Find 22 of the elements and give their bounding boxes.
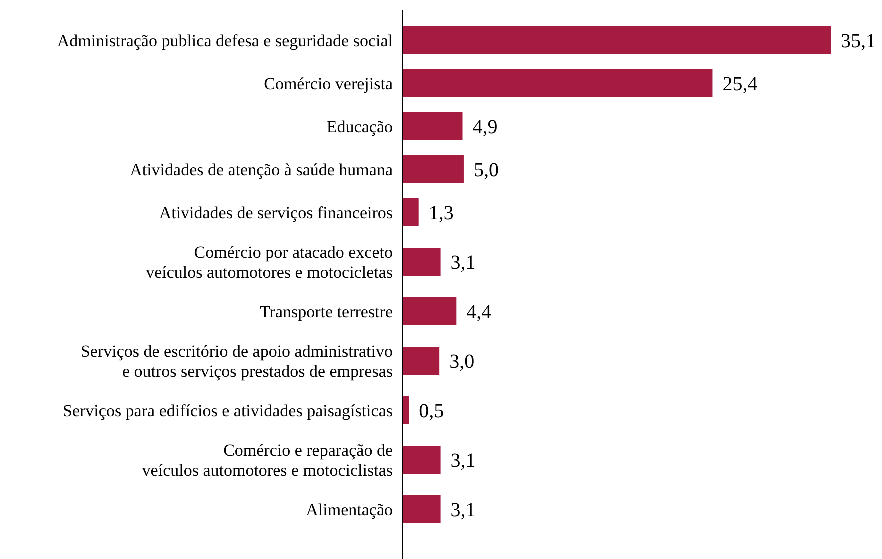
y-tick-label: Atividades de atenção à saúde humana bbox=[130, 160, 394, 180]
y-tick-label: Transporte terrestre bbox=[260, 302, 393, 322]
data-label: 3,1 bbox=[450, 500, 476, 522]
data-label: 3,1 bbox=[450, 450, 476, 472]
data-label: 3,1 bbox=[450, 252, 476, 274]
y-tick-label: Comércio verejista bbox=[264, 74, 394, 94]
y-tick-label: Serviços de escritório de apoio administrativo e outros serviços prestados de empresas bbox=[80, 342, 393, 381]
data-label: 3,0 bbox=[450, 351, 475, 373]
data-label: 0,5 bbox=[419, 400, 444, 422]
y-tick-label: Educação bbox=[326, 118, 393, 136]
data-label: 25,4 bbox=[722, 74, 758, 96]
data-label: 5,0 bbox=[474, 160, 499, 182]
data-label: 4,9 bbox=[472, 116, 498, 138]
data-label: 4,4 bbox=[466, 302, 492, 324]
y-tick-label: Atividades de serviços financeiros bbox=[159, 204, 393, 222]
data-label: 1,3 bbox=[428, 202, 454, 224]
y-tick-label: Comércio e reparação de veículos automotores e motociclistas bbox=[142, 441, 393, 480]
y-tick-label: Comércio por atacado exceto veículos automotores e motocicletas bbox=[146, 243, 393, 282]
y-tick-label: Alimentação bbox=[306, 500, 393, 520]
data-label: 35,1 bbox=[841, 30, 876, 52]
y-tick-label: Serviços para edifícios e atividades paisagísticas bbox=[63, 402, 393, 420]
y-tick-label: Administração publica defesa e seguridade social bbox=[57, 32, 394, 50]
